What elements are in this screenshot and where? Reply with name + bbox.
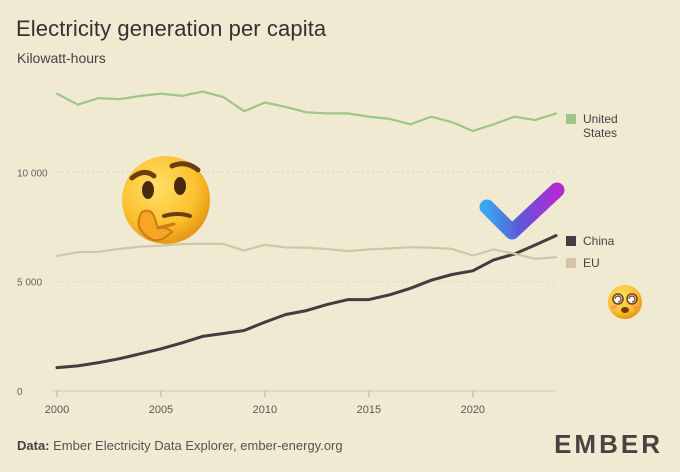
series-line-eu xyxy=(55,242,558,260)
x-tick-label: 2005 xyxy=(149,404,173,416)
legend-label: EU xyxy=(583,256,600,270)
x-tick-label: 2000 xyxy=(45,404,69,416)
legend-swatch xyxy=(566,236,576,246)
gridlines xyxy=(52,171,556,392)
legend-label: United xyxy=(583,112,618,126)
data-source: Data: Ember Electricity Data Explorer, e… xyxy=(17,438,343,453)
y-axis-ticks: 0 5 000 10 000 xyxy=(17,168,48,398)
y-tick-label: 5 000 xyxy=(17,278,42,289)
y-tick-label: 0 xyxy=(17,387,23,398)
data-source-text: Ember Electricity Data Explorer, ember-e… xyxy=(53,438,343,453)
x-axis-ticks: 2000 2005 2010 2015 2020 xyxy=(45,391,485,416)
check-mark-icon xyxy=(479,182,565,240)
series-line-united-states xyxy=(55,90,558,132)
legend-label: States xyxy=(583,126,617,140)
legend-swatch xyxy=(566,258,576,268)
chart-subtitle: Kilowatt-hours xyxy=(17,50,106,66)
legend-swatch xyxy=(566,114,576,124)
legend-label: China xyxy=(583,234,615,248)
ember-logo: EMBER xyxy=(554,429,663,459)
x-tick-label: 2020 xyxy=(461,404,485,416)
series-lines xyxy=(55,90,558,370)
chart-title: Electricity generation per capita xyxy=(16,16,327,41)
x-tick-label: 2010 xyxy=(253,404,277,416)
series-line-china xyxy=(55,234,558,370)
dizzy-face-emoji xyxy=(608,285,642,319)
y-tick-label: 10 000 xyxy=(17,168,48,179)
x-tick-label: 2015 xyxy=(357,404,381,416)
data-source-label: Data: xyxy=(17,438,50,453)
thinking-face-emoji xyxy=(122,156,210,244)
